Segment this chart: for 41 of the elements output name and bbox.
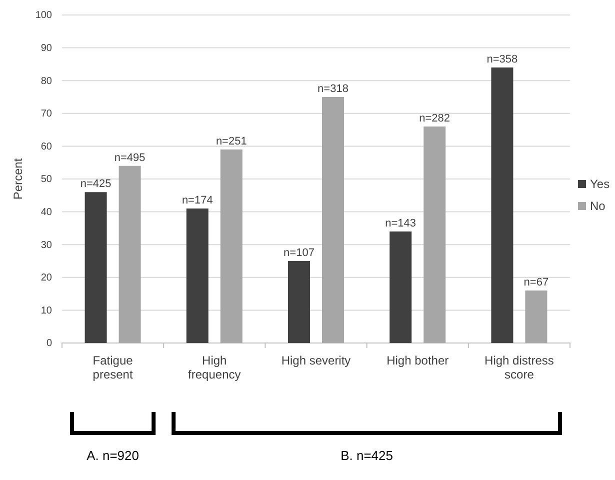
- bar: [322, 97, 344, 343]
- legend-label: Yes: [590, 177, 610, 191]
- annotation: n=318: [318, 83, 348, 95]
- y-tick-label: 90: [40, 43, 52, 54]
- x-tick-label: Fatigue present: [92, 354, 134, 382]
- y-tick-label: 20: [40, 272, 52, 284]
- y-axis-title: Percent: [11, 158, 25, 200]
- annotation: n=425: [80, 178, 112, 190]
- bar: [424, 126, 446, 343]
- y-tick-label: 60: [40, 141, 52, 152]
- x-tick-label: High bother: [386, 354, 449, 368]
- text: B. n=425: [340, 448, 394, 463]
- bar: [186, 208, 208, 343]
- y-tick-label: 50: [40, 174, 52, 186]
- annotation: n=358: [486, 53, 518, 66]
- y-tick-label: 10: [40, 305, 52, 316]
- bar: [491, 67, 514, 343]
- legend-label: No: [590, 199, 606, 213]
- x-tick-label: High severity: [281, 354, 351, 368]
- bar: [118, 166, 141, 343]
- bar: [288, 261, 310, 343]
- annotation: n=67: [524, 276, 549, 289]
- x-tick-label: High distress score: [484, 354, 554, 382]
- y-tick-label: 0: [46, 338, 52, 350]
- annotation: n=251: [216, 135, 247, 148]
- y-tick-label: 100: [35, 10, 52, 22]
- y-tick-label: 40: [40, 207, 52, 218]
- bar: [220, 149, 242, 343]
- annotation: n=495: [114, 152, 146, 164]
- x-tick-label: High frequency: [188, 354, 241, 382]
- bar: [84, 192, 107, 343]
- y-tick-label: 30: [40, 240, 52, 251]
- y-tick-label: 70: [40, 108, 52, 120]
- annotation: n=282: [419, 112, 450, 125]
- annotation: n=107: [284, 247, 314, 259]
- y-tick-label: 80: [40, 76, 52, 87]
- annotation: n=143: [385, 217, 416, 230]
- annotation: n=174: [182, 194, 213, 207]
- bar: [525, 290, 548, 343]
- text: A. n=920: [86, 448, 140, 463]
- bar: [390, 231, 412, 343]
